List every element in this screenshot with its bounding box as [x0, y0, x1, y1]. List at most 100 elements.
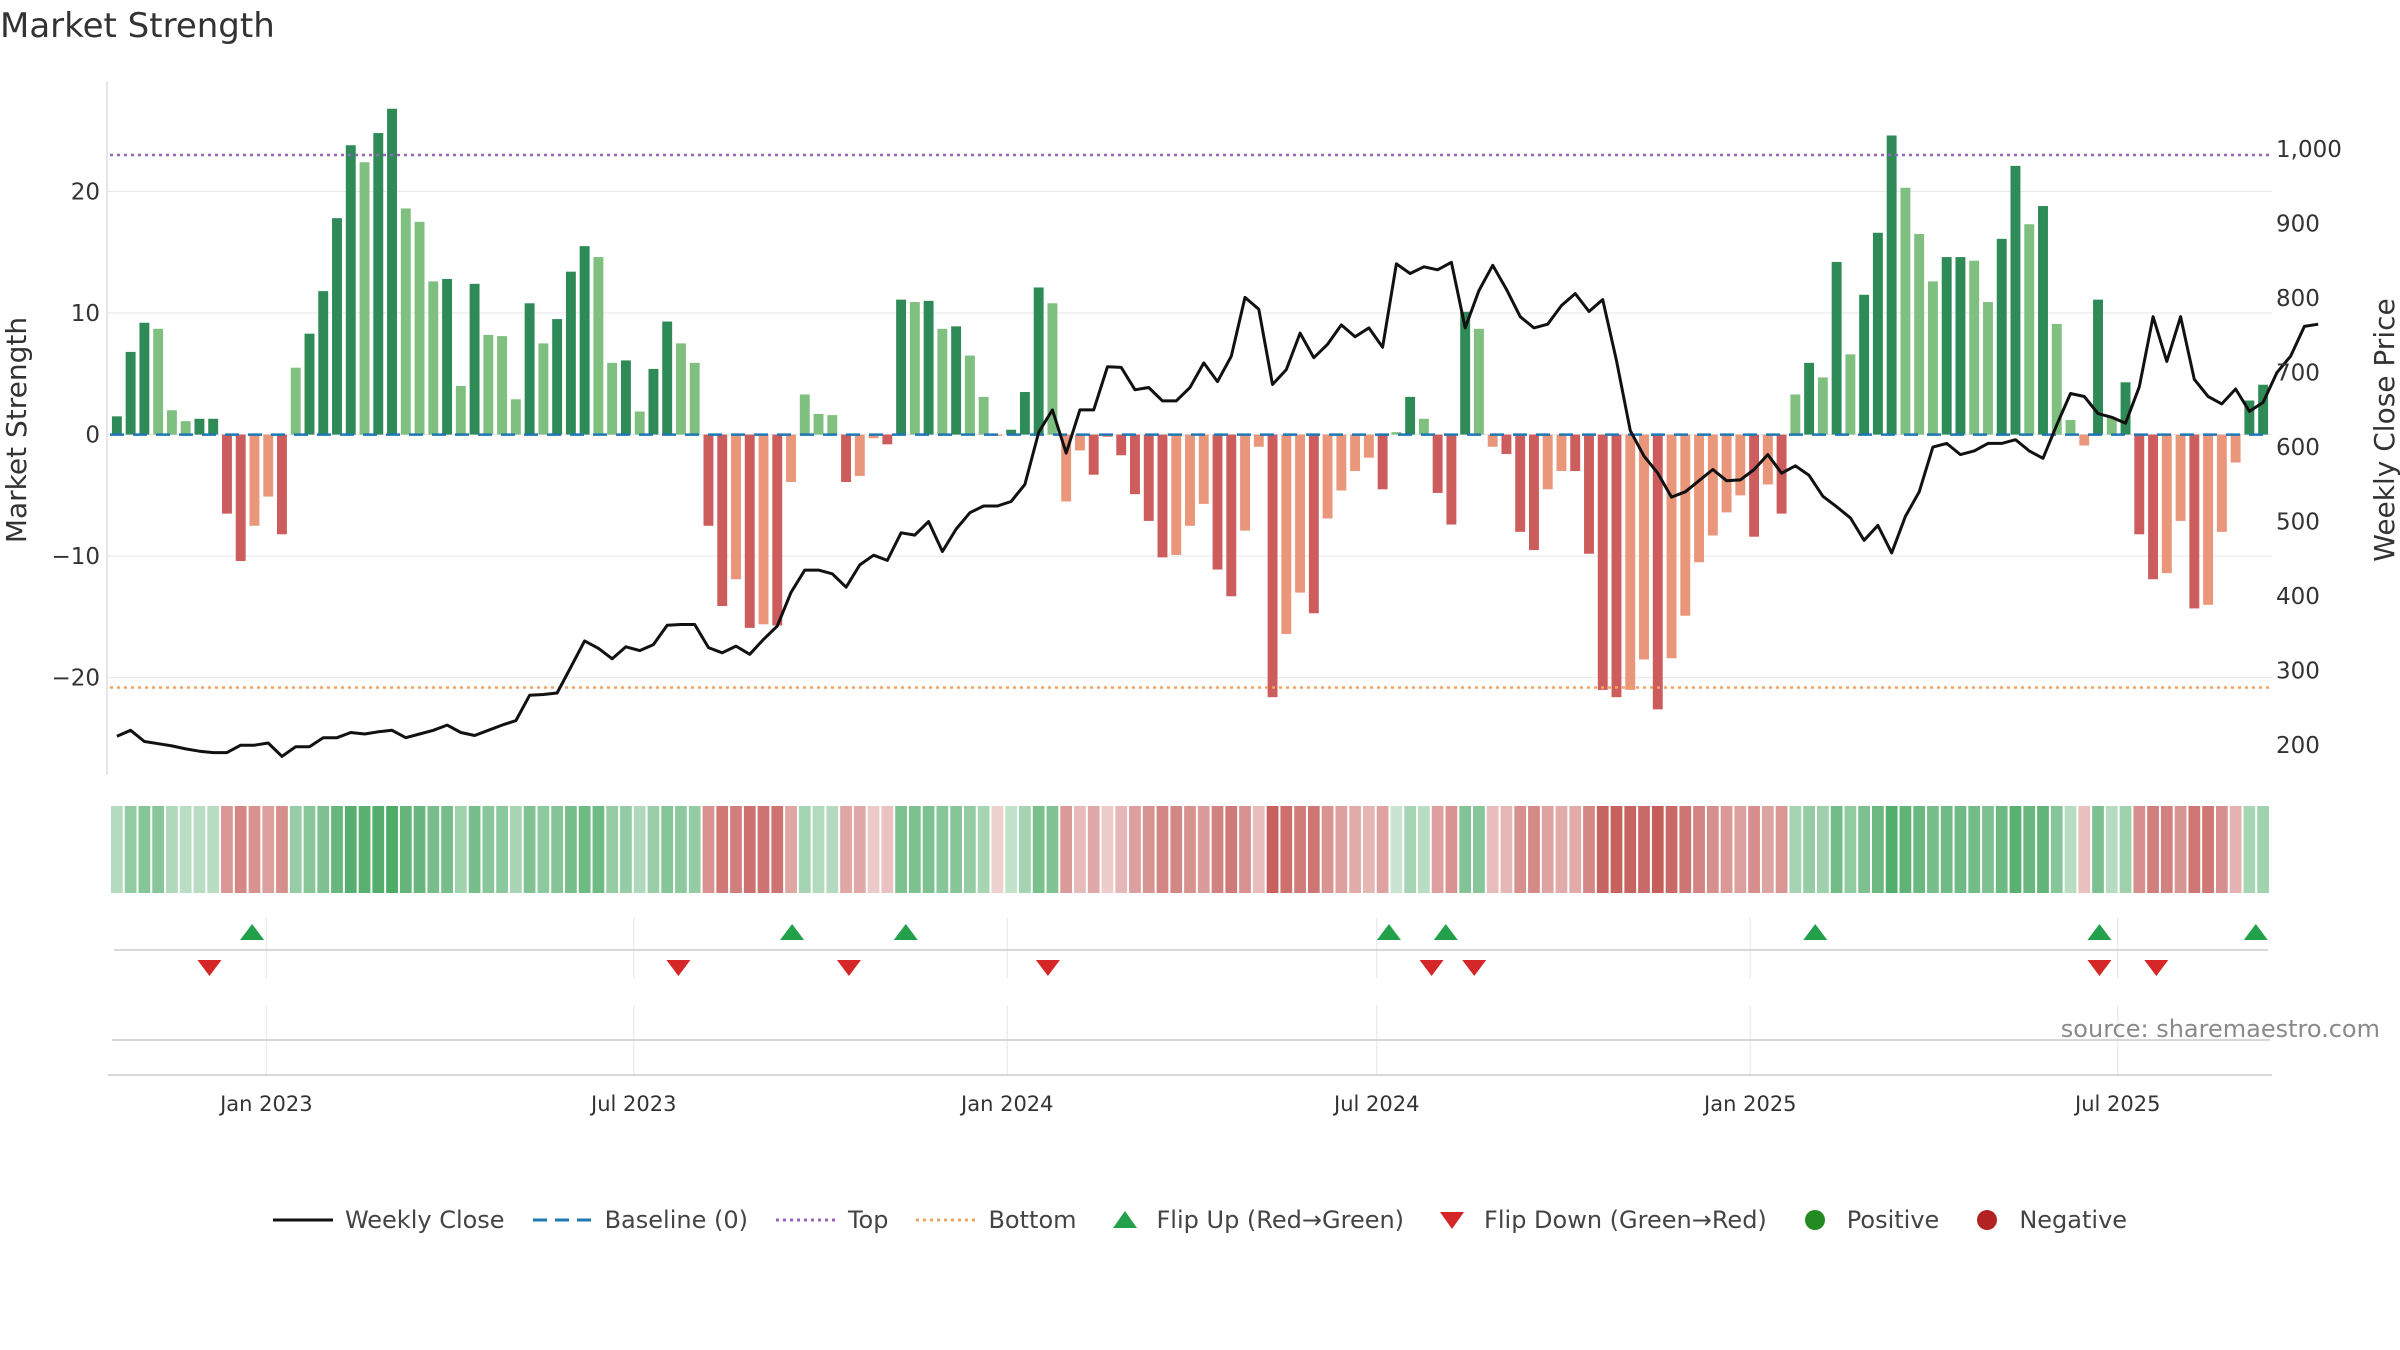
heat-cell [1789, 806, 1802, 893]
heat-cell [1376, 806, 1389, 893]
strength-bar [194, 418, 205, 435]
heat-cell [2092, 806, 2104, 893]
heat-cell [1074, 806, 1086, 893]
heat-cell [1500, 806, 1513, 893]
heat-cell [2174, 806, 2187, 893]
strength-bar [180, 421, 191, 435]
legend: Weekly Close Baseline (0) Top Bottom Fli… [0, 1206, 2400, 1234]
heat-cell [702, 806, 715, 893]
triangle-up-icon [1112, 1211, 1137, 1228]
y-axis-title: Market Strength [0, 317, 33, 543]
chart-title: Market Strength [0, 6, 275, 46]
strength-bar [786, 434, 796, 482]
strength-bar [153, 328, 164, 435]
heat-cell [936, 806, 949, 893]
heat-cell [1170, 806, 1183, 893]
line-swatch-icon [272, 1218, 333, 1222]
heat-cell [716, 806, 729, 893]
strength-bar [676, 343, 686, 435]
heat-cell [413, 806, 426, 893]
heat-cell [1528, 806, 1540, 893]
strength-bar [1652, 434, 1663, 710]
heat-cell [276, 806, 288, 893]
y2-tick-label: 200 [2276, 733, 2320, 759]
heat-cell [991, 806, 1004, 893]
heat-cell [1872, 806, 1884, 893]
strength-bar [1749, 434, 1760, 537]
strength-bar [923, 300, 934, 435]
strength-bar [1983, 302, 1993, 435]
flip-down-marker [1419, 960, 1444, 976]
strength-bar [387, 108, 397, 435]
strength-bar [1363, 434, 1374, 458]
heat-cell [1129, 806, 1141, 893]
strength-bar [111, 416, 122, 435]
strength-bar [1460, 311, 1471, 435]
strength-bar [1377, 434, 1388, 490]
strength-bar [125, 351, 136, 435]
heat-cell [853, 806, 866, 893]
strength-bar [304, 333, 315, 435]
strength-bar [1817, 377, 1828, 435]
heat-cell [1459, 806, 1472, 893]
strength-bar [951, 326, 962, 435]
heat-cell [1541, 806, 1554, 893]
legend-label-top: Top [847, 1206, 889, 1234]
strength-bar [1074, 434, 1085, 451]
heat-cell [1596, 806, 1609, 893]
strength-bar [2051, 323, 2062, 435]
heat-cell [1995, 806, 2008, 893]
strength-bars [111, 108, 2269, 710]
heat-cell [193, 806, 206, 893]
heat-cell [2229, 806, 2242, 893]
strength-bar [565, 271, 576, 435]
heat-cell [675, 806, 687, 893]
strength-bar [1295, 434, 1306, 593]
strength-bar [2161, 434, 2172, 574]
heat-cell [358, 806, 371, 893]
strength-bar [882, 434, 893, 445]
heat-cell [977, 806, 990, 893]
strength-bar [510, 399, 521, 435]
heat-cell [1982, 806, 1994, 893]
strength-bar [1405, 396, 1416, 435]
strength-bar [1969, 260, 1980, 435]
heat-cell [1252, 806, 1265, 893]
strength-bar [2258, 384, 2269, 435]
dotted-line-swatch-icon [916, 1218, 977, 1222]
heat-cell [950, 806, 962, 893]
heat-cell [1473, 806, 1485, 893]
heat-cell [234, 806, 247, 893]
strength-bar [1680, 434, 1691, 616]
flip-up-marker [2243, 924, 2268, 940]
strength-bar [1157, 434, 1168, 558]
strength-bar [1171, 434, 1182, 555]
heat-cell [399, 806, 412, 893]
heat-cell [1761, 806, 1774, 893]
heat-cell [1885, 806, 1898, 893]
strength-bar [1694, 434, 1704, 563]
legend-item-flip-up: Flip Up (Red→Green) [1105, 1206, 1404, 1234]
strength-bar [772, 434, 783, 626]
heat-cell [2050, 806, 2063, 893]
strength-bar [2216, 434, 2227, 532]
flip-up-marker [1803, 924, 1828, 940]
strength-bar [359, 162, 370, 435]
heat-cell [1362, 806, 1375, 893]
strength-bar [1088, 434, 1099, 475]
heat-cell [331, 806, 343, 893]
heat-cell [1390, 806, 1403, 893]
heat-cell [441, 806, 453, 893]
strength-bar [1130, 434, 1140, 495]
legend-item-baseline: Baseline (0) [532, 1206, 748, 1234]
strength-bar [428, 281, 439, 435]
strength-bar [332, 218, 342, 435]
strength-bar [469, 283, 480, 435]
heat-cell [303, 806, 316, 893]
strength-bar [2120, 382, 2131, 435]
strength-bar [2148, 434, 2159, 580]
heat-cell [2202, 806, 2214, 893]
heat-cell [1156, 806, 1169, 893]
heat-cell [1404, 806, 1417, 893]
x-tick-label: Jul 2024 [1332, 1092, 1419, 1116]
